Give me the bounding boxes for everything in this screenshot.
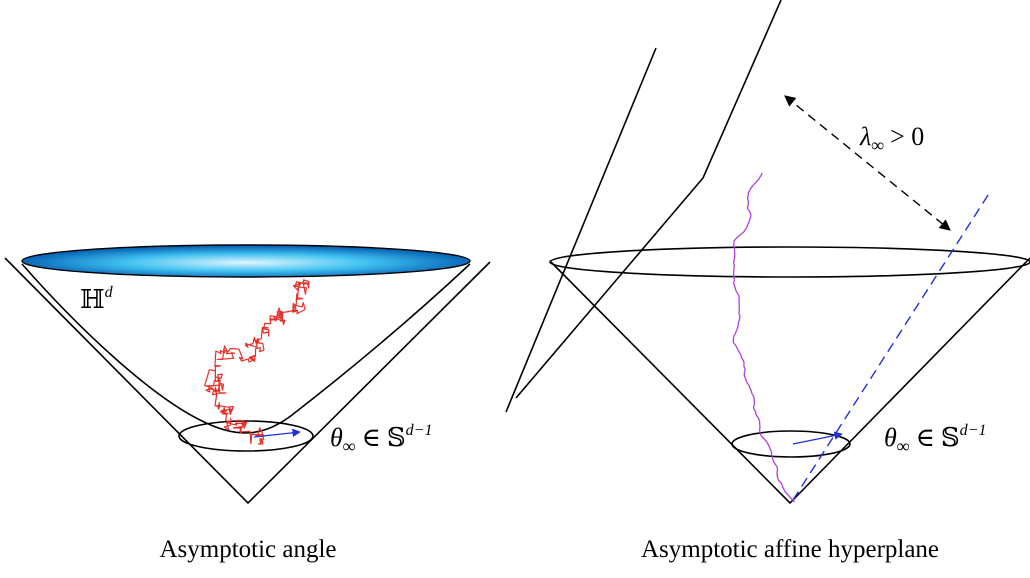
right-top-ellipse (549, 246, 1030, 278)
right-boundary-label: θ∞ ∈ 𝕊d−1 (884, 422, 986, 456)
right-panel: λ∞ > 0 θ∞ ∈ 𝕊d−1 Asymptotic affine hyperpla… (505, 0, 1030, 563)
left-random-walk-path (204, 279, 310, 445)
hyperboloid-sheet (21, 263, 471, 434)
right-direction-arrow (792, 431, 843, 445)
hyperbolic-space-label: ℍd (80, 284, 114, 315)
right-random-walk-path (732, 172, 796, 503)
distance-double-arrow (784, 95, 951, 231)
affine-hyperplane-edge (515, 0, 782, 399)
left-boundary-ellipse (178, 420, 314, 452)
left-panel: ℍd θ∞ ∈ 𝕊d−1 Asymptotic angle (4, 244, 491, 563)
hyperbolic-disc (21, 244, 471, 278)
asymptotic-dashed-line (792, 191, 991, 501)
right-light-cone (550, 257, 1030, 505)
right-caption: Asymptotic affine hyperplane (641, 536, 939, 563)
left-boundary-label: θ∞ ∈ 𝕊d−1 (330, 422, 432, 456)
left-caption: Asymptotic angle (159, 536, 336, 563)
affine-hyperplane (505, 47, 657, 413)
left-light-cone (4, 257, 491, 505)
left-direction-arrow (253, 428, 301, 438)
right-boundary-ellipse (731, 430, 851, 458)
distance-label: λ∞ > 0 (859, 122, 924, 155)
